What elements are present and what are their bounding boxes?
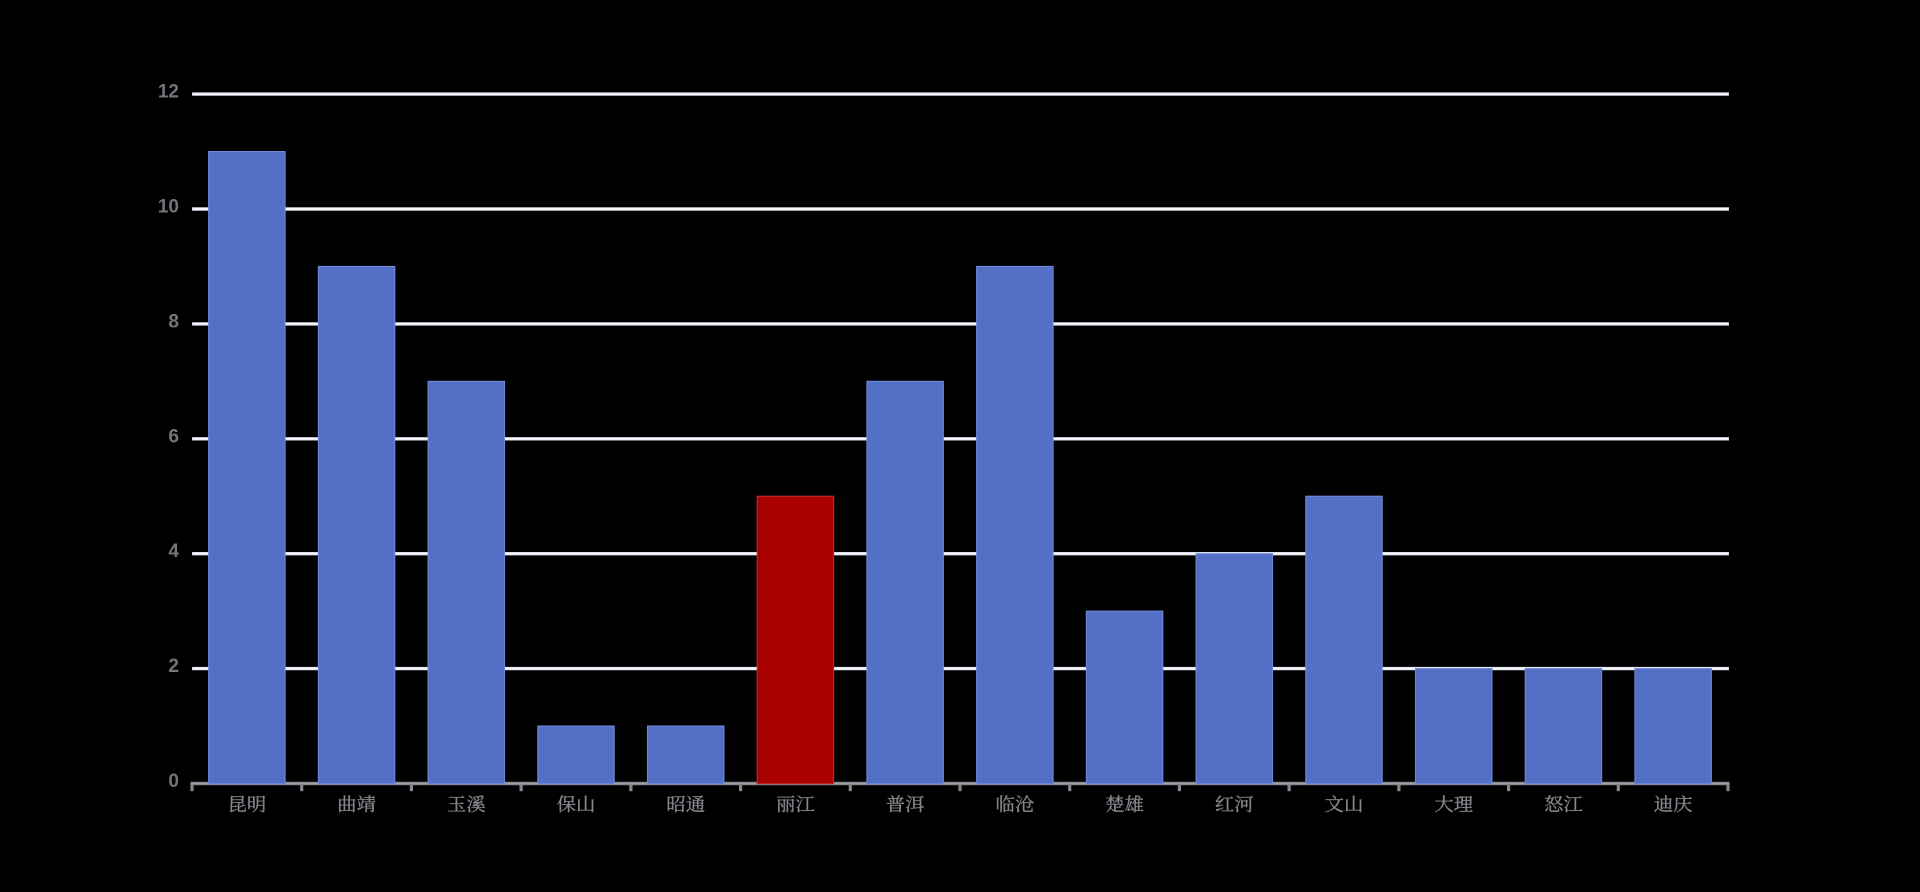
svg-text:4: 4 <box>168 541 179 562</box>
svg-text:12: 12 <box>158 82 179 103</box>
svg-text:10: 10 <box>158 197 179 218</box>
svg-text:0: 0 <box>168 771 179 792</box>
svg-text:8: 8 <box>168 311 179 332</box>
svg-text:6: 6 <box>168 426 179 447</box>
svg-text:2: 2 <box>168 656 179 677</box>
